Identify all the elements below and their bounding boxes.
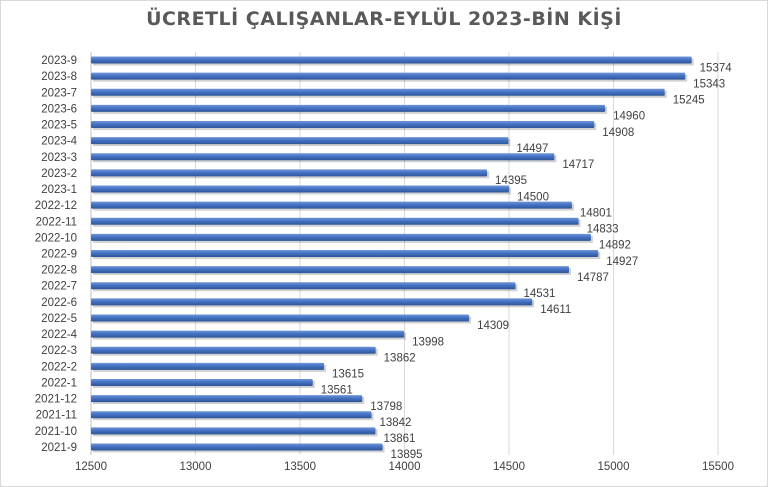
data-label: 14611 <box>540 304 571 316</box>
data-label: 14717 <box>562 159 594 171</box>
data-label: 14497 <box>516 143 548 155</box>
bar-2021-11 <box>91 411 372 419</box>
bar-2021-12 <box>91 395 363 403</box>
bar-2022-7 <box>91 282 516 290</box>
y-tick-label: 2022-3 <box>41 345 77 357</box>
bar-2021-9 <box>91 443 383 451</box>
y-tick-label: 2021-11 <box>36 410 77 422</box>
x-tick-label: 15500 <box>702 461 734 473</box>
y-tick-label: 2022-9 <box>41 249 77 261</box>
y-tick-label: 2022-2 <box>41 361 77 373</box>
data-label: 13798 <box>370 401 402 413</box>
x-tick-label: 15000 <box>598 461 630 473</box>
bar-2022-2 <box>91 362 325 370</box>
y-tick-label: 2023-7 <box>41 87 77 99</box>
data-label: 15374 <box>700 62 733 74</box>
y-tick-label: 2023-6 <box>41 103 77 115</box>
bar-2022-12 <box>91 201 572 209</box>
bar-2022-6 <box>91 298 533 306</box>
data-label: 14908 <box>602 127 634 139</box>
bar-2023-4 <box>91 137 509 145</box>
data-label: 14801 <box>580 207 612 219</box>
x-tick-label: 12500 <box>75 461 107 473</box>
y-tick-label: 2022-11 <box>36 216 77 228</box>
y-tick-label: 2021-10 <box>35 426 77 438</box>
x-tick-label: 14000 <box>389 461 421 473</box>
data-label: 14892 <box>599 240 631 252</box>
data-label: 14927 <box>606 256 638 268</box>
y-tick-label: 2023-5 <box>41 120 77 132</box>
x-tick-label: 13000 <box>180 461 212 473</box>
y-tick-label: 2023-3 <box>41 152 77 164</box>
bar-2022-11 <box>91 217 579 225</box>
bar-2023-7 <box>91 88 665 96</box>
chart-title: ÜCRETLİ ÇALIŞANLAR-EYLÜL 2023-BİN KİŞİ <box>146 8 622 30</box>
bars <box>91 56 694 453</box>
y-tick-label: 2023-9 <box>41 55 77 67</box>
data-label: 15343 <box>693 78 725 90</box>
bar-2023-5 <box>91 121 595 129</box>
bar-2022-4 <box>91 330 405 338</box>
y-tick-label: 2023-8 <box>41 71 77 83</box>
y-tick-label: 2022-6 <box>41 297 77 309</box>
bar-2022-5 <box>91 314 470 322</box>
data-label: 14833 <box>587 224 619 236</box>
data-label: 14500 <box>517 191 549 203</box>
data-label: 13998 <box>412 336 444 348</box>
data-label: 13895 <box>391 449 423 461</box>
y-tick-label: 2022-8 <box>41 265 77 277</box>
x-tick-label: 14500 <box>493 461 525 473</box>
data-label: 13842 <box>379 417 411 429</box>
x-tick-label: 13500 <box>284 461 316 473</box>
labels: 12500 13000 13500 14000 14500 15000 15500 2023-… <box>35 55 734 473</box>
bar-2023-6 <box>91 104 606 112</box>
data-label: 13862 <box>384 352 416 364</box>
data-label: 13861 <box>383 433 415 445</box>
y-tick-label: 2022-4 <box>41 329 77 341</box>
bar-2022-1 <box>91 378 313 386</box>
bar-2023-3 <box>91 153 555 161</box>
y-tick-label: 2022-7 <box>41 281 77 293</box>
bar-2021-10 <box>91 427 376 435</box>
data-label: 13615 <box>332 369 364 381</box>
bar-2022-3 <box>91 346 376 354</box>
data-label: 14531 <box>523 288 555 300</box>
y-tick-label: 2021-12 <box>35 394 77 406</box>
y-tick-label: 2022-5 <box>41 313 77 325</box>
y-tick-label: 2022-12 <box>35 200 77 212</box>
y-tick-label: 2023-1 <box>41 184 77 196</box>
data-label: 15245 <box>673 95 705 107</box>
data-label: 14395 <box>495 175 527 187</box>
bar-2023-9 <box>91 56 692 64</box>
y-tick-label: 2023-4 <box>41 136 77 148</box>
data-label: 14960 <box>613 111 645 123</box>
bar-2023-1 <box>91 185 509 193</box>
bar-2023-2 <box>91 169 488 177</box>
data-label: 14309 <box>477 320 509 332</box>
y-tick-label: 2023-2 <box>41 168 77 180</box>
bar-2022-10 <box>91 233 591 241</box>
y-tick-label: 2022-1 <box>41 377 77 389</box>
data-label: 14787 <box>577 272 609 284</box>
bar-2022-8 <box>91 266 569 274</box>
data-label: 13561 <box>321 385 353 397</box>
y-tick-label: 2022-10 <box>35 232 77 244</box>
bar-2023-8 <box>91 72 686 80</box>
bar-2022-9 <box>91 250 599 257</box>
y-tick-label: 2021-9 <box>41 442 77 454</box>
